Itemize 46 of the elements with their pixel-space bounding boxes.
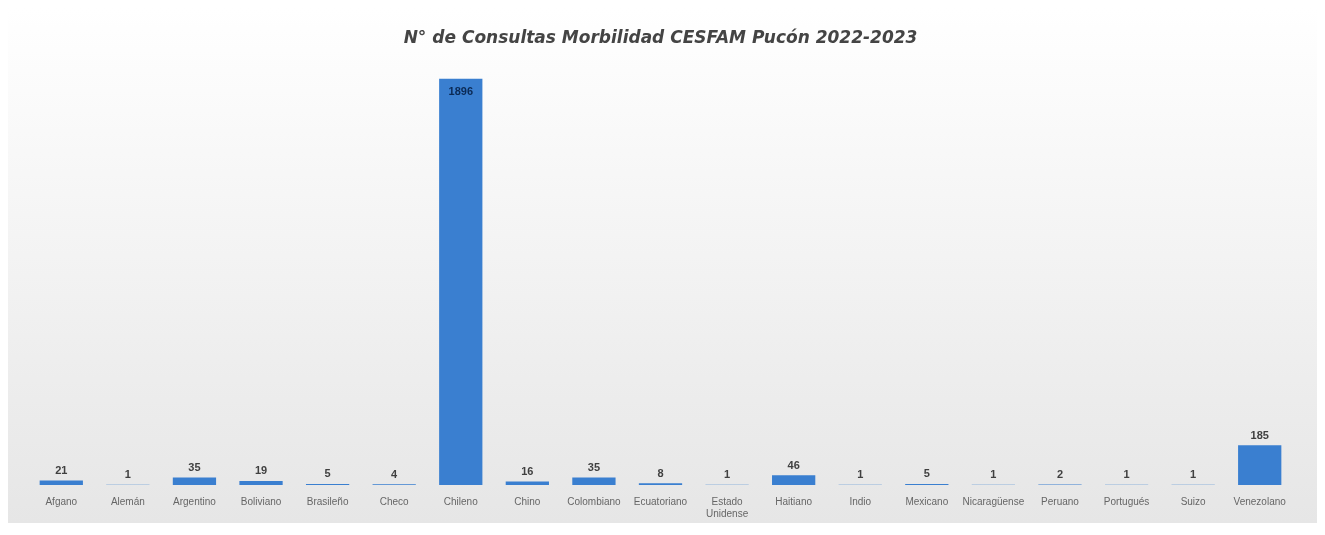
x-tick-label: Estado Unidense xyxy=(705,495,749,519)
data-label: 16 xyxy=(521,465,534,478)
data-label: 1 xyxy=(1123,468,1130,481)
data-label: 1 xyxy=(724,468,731,481)
x-tick-label: Venezolano xyxy=(1233,495,1287,507)
x-tick-label: Argentino xyxy=(173,495,217,507)
bar xyxy=(1238,445,1282,485)
x-tick-label: Peruano xyxy=(1041,495,1080,507)
x-tick-label: Colombiano xyxy=(567,495,622,507)
x-tick-label: Alemán xyxy=(110,495,145,507)
x-tick-label: Checo xyxy=(379,495,410,507)
data-label: 1 xyxy=(990,468,997,481)
chart-title: N° de Consultas Morbilidad CESFAM Pucón 2022-2023 xyxy=(403,26,918,47)
data-label: 35 xyxy=(587,461,601,474)
x-tick-label: Afgano xyxy=(45,495,78,507)
bar xyxy=(39,480,83,485)
x-tick-label: Nicaragüense xyxy=(962,495,1025,507)
x-tick-label: Chino xyxy=(514,495,541,507)
x-tick-label: Brasileño xyxy=(306,495,349,507)
data-label: 4 xyxy=(391,467,399,480)
x-tick-label: Boliviano xyxy=(240,495,282,507)
x-tick-label: Indio xyxy=(849,495,872,507)
data-label: 8 xyxy=(657,466,664,479)
bar xyxy=(439,78,483,485)
data-label: 19 xyxy=(254,464,268,477)
data-label: 1 xyxy=(1190,468,1197,481)
bar xyxy=(239,480,283,485)
data-label: 1 xyxy=(857,468,864,481)
bar xyxy=(772,475,816,485)
data-label: 46 xyxy=(787,458,800,471)
data-label: 5 xyxy=(923,467,930,480)
x-tick-label: Mexicano xyxy=(905,495,949,507)
bar xyxy=(572,477,616,485)
x-tick-label: Haitiano xyxy=(775,495,813,507)
x-tick-label: Portugués xyxy=(1103,495,1150,507)
x-tick-label: Ecuatoriano xyxy=(633,495,688,507)
x-tick-label: Chileno xyxy=(443,495,479,507)
data-label: 21 xyxy=(55,464,68,477)
data-label: 35 xyxy=(188,461,201,474)
data-label: 2 xyxy=(1056,468,1064,481)
data-label: 5 xyxy=(324,467,331,480)
data-label: 1896 xyxy=(448,84,474,97)
x-tick-label: Suizo xyxy=(1180,495,1207,507)
bar xyxy=(172,477,217,485)
data-label: 185 xyxy=(1250,428,1269,441)
data-label: 1 xyxy=(124,468,131,481)
